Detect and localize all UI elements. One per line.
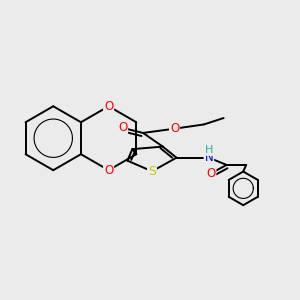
Text: O: O <box>170 122 179 135</box>
Text: O: O <box>118 121 127 134</box>
Text: O: O <box>104 100 113 113</box>
Text: S: S <box>148 165 156 178</box>
Text: N: N <box>205 151 213 164</box>
Text: O: O <box>104 164 113 177</box>
Text: H: H <box>205 145 213 155</box>
Text: O: O <box>206 167 215 180</box>
